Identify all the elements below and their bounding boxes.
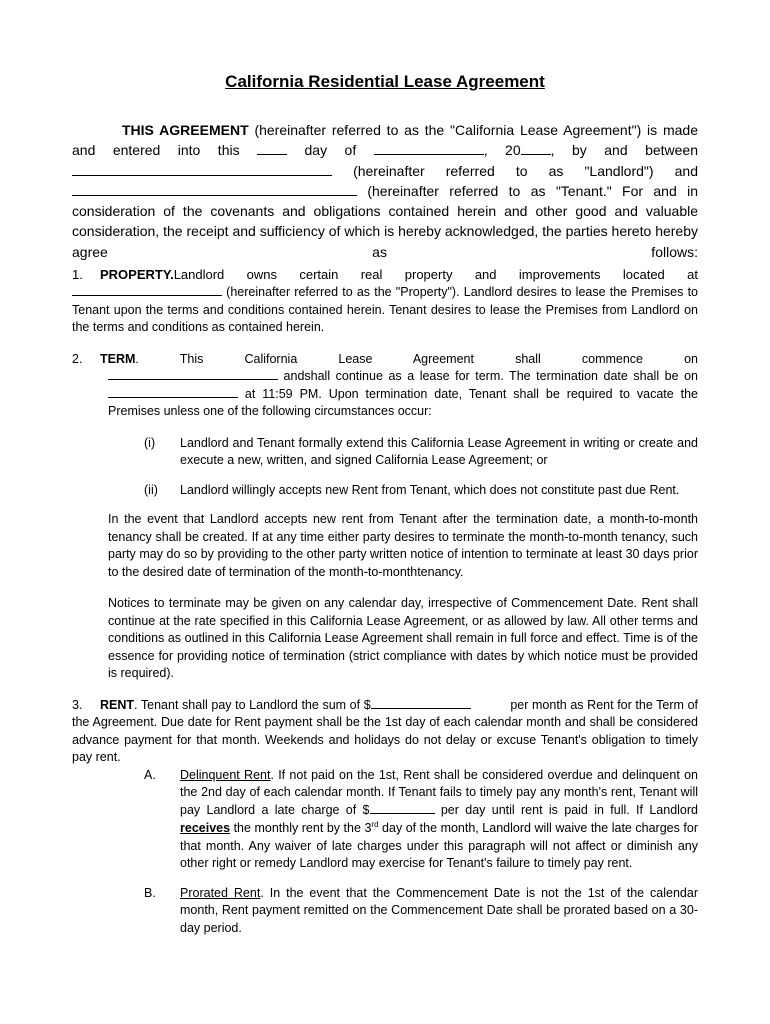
blank-rent[interactable] — [371, 708, 471, 709]
blank-day[interactable] — [257, 154, 287, 155]
s2-para2: Notices to terminate may be given on any… — [72, 595, 698, 683]
s2-body1: . This California Lease Agreement shall … — [135, 352, 698, 366]
s3-A-receives: receives — [180, 821, 230, 835]
s3-A-marker: A. — [144, 767, 180, 873]
blank-year[interactable] — [521, 154, 551, 155]
s2-i-marker: (i) — [144, 435, 180, 470]
intro-text-5: (hereinafter referred to as "Landlord") … — [332, 163, 698, 179]
s2-head: TERM — [100, 352, 135, 366]
section-2: 2.TERM. This California Lease Agreement … — [72, 351, 698, 369]
s2-i-text: Landlord and Tenant formally extend this… — [180, 435, 698, 470]
s2-para1: In the event that Landlord accepts new r… — [72, 511, 698, 581]
intro-text-2: day of — [287, 142, 374, 158]
blank-tenant[interactable] — [72, 195, 357, 196]
s2-sub-ii: (ii) Landlord willingly accepts new Rent… — [72, 482, 698, 500]
blank-landlord[interactable] — [72, 175, 332, 176]
s3-A-sup: rd — [371, 820, 378, 829]
blank-termdate[interactable] — [108, 397, 238, 398]
s2-num: 2. — [72, 351, 100, 369]
blank-property[interactable] — [72, 295, 222, 296]
s3-num: 3. — [72, 697, 100, 715]
section-1: 1.PROPERTY.Landlord owns certain real pr… — [72, 266, 698, 284]
intro-paragraph: THIS AGREEMENT (hereinafter referred to … — [72, 120, 698, 262]
blank-month[interactable] — [374, 154, 484, 155]
s3-A-2: per day until rent is paid in full. If L… — [435, 803, 698, 817]
section-2-body: andshall continue as a lease for term. T… — [72, 368, 698, 421]
blank-latecharge[interactable] — [370, 813, 435, 814]
section-3: 3.RENT. Tenant shall pay to Landlord the… — [72, 697, 698, 767]
s3-A-3a: the monthly rent by the 3 — [230, 821, 371, 835]
s1-body2: (hereinafter referred to as the "Propert… — [72, 285, 698, 334]
blank-commence[interactable] — [108, 379, 278, 380]
s1-body1: Landlord owns certain real property and … — [174, 267, 698, 282]
s1-head: PROPERTY. — [100, 267, 174, 282]
intro-text-3: , 20 — [484, 142, 521, 158]
intro-bold: THIS AGREEMENT — [122, 122, 249, 138]
document-title: California Residential Lease Agreement — [72, 72, 698, 92]
section-1-cont: (hereinafter referred to as the "Propert… — [72, 284, 698, 337]
s3-A-text: Delinquent Rent. If not paid on the 1st,… — [180, 767, 698, 873]
s2-body3: at 11:59 PM. Upon termination date, Tena… — [108, 387, 698, 419]
intro-text-4: , by and between — [551, 142, 698, 158]
s2-ii-text: Landlord willingly accepts new Rent from… — [180, 482, 698, 500]
s3-body1: . Tenant shall pay to Landlord the sum o… — [134, 698, 371, 712]
s3-A-head: Delinquent Rent — [180, 768, 270, 782]
s3-B-marker: B. — [144, 885, 180, 938]
s3-subB: B. Prorated Rent. In the event that the … — [72, 885, 698, 938]
s3-subA: A. Delinquent Rent. If not paid on the 1… — [72, 767, 698, 873]
s3-B-head: Prorated Rent — [180, 886, 260, 900]
s2-ii-marker: (ii) — [144, 482, 180, 500]
s2-sub-i: (i) Landlord and Tenant formally extend … — [72, 435, 698, 470]
s2-body2: andshall continue as a lease for term. T… — [278, 369, 698, 383]
s1-num: 1. — [72, 266, 100, 284]
s3-head: RENT — [100, 698, 134, 712]
s3-B-text: Prorated Rent. In the event that the Com… — [180, 885, 698, 938]
